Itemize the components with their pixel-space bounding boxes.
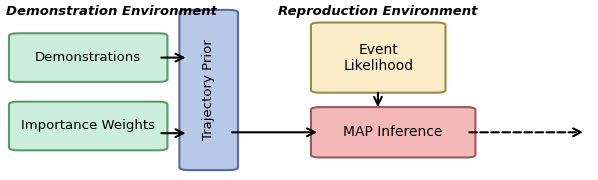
Text: MAP Inference: MAP Inference	[343, 125, 443, 139]
FancyBboxPatch shape	[311, 107, 475, 158]
FancyBboxPatch shape	[311, 22, 446, 93]
Text: Trajectory Prior: Trajectory Prior	[202, 40, 215, 140]
FancyBboxPatch shape	[9, 102, 167, 150]
Text: Reproduction Environment: Reproduction Environment	[278, 5, 478, 18]
FancyBboxPatch shape	[9, 33, 167, 82]
Text: Event
Likelihood: Event Likelihood	[343, 42, 413, 73]
Text: Demonstration Environment: Demonstration Environment	[6, 5, 217, 18]
Text: Demonstrations: Demonstrations	[35, 51, 141, 64]
Text: Importance Weights: Importance Weights	[21, 120, 155, 132]
FancyBboxPatch shape	[179, 10, 238, 170]
